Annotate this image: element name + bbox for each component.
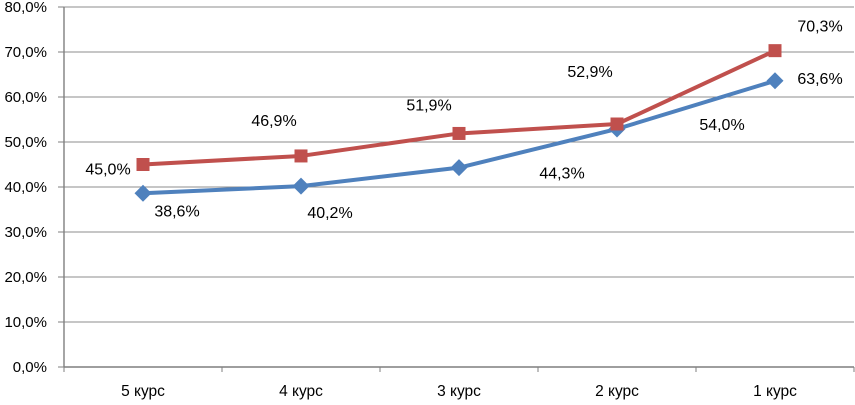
red-square-series-marker [768,44,782,58]
y-tick-label: 0,0% [13,359,47,376]
data-label: 52,9% [567,64,612,81]
x-category-label: 4 курс [279,383,323,400]
data-label: 46,9% [251,113,296,130]
data-label: 70,3% [797,19,842,36]
data-label: 40,2% [307,205,352,222]
y-tick-label: 50,0% [4,134,47,151]
red-square-series-marker [452,126,466,140]
y-tick-label: 70,0% [4,44,47,61]
blue-diamond-series-marker [292,177,310,195]
data-label: 54,0% [699,117,744,134]
y-tick-label: 60,0% [4,89,47,106]
red-square-series-marker [294,149,308,163]
blue-diamond-series-marker [766,72,784,90]
data-label: 45,0% [85,162,130,179]
data-label: 44,3% [539,166,584,183]
x-category-label: 2 курс [595,383,639,400]
y-tick-label: 30,0% [4,224,47,241]
y-tick-label: 40,0% [4,179,47,196]
red-square-series-marker [610,117,624,131]
x-category-label: 1 курс [753,383,797,400]
red-square-series-line [141,48,777,167]
blue-diamond-series: 38,6% 40,2% 44,3% 52,9% 63,6% [134,64,843,222]
data-label: 51,9% [406,97,451,114]
x-category-label: 3 курс [437,383,481,400]
data-label: 63,6% [797,71,842,88]
blue-diamond-series-marker [450,159,468,177]
data-label: 38,6% [154,203,199,220]
red-square-series-marker [136,158,150,171]
x-category-label: 5 курс [121,383,165,400]
y-tick-label: 20,0% [4,269,47,286]
y-tick-label: 10,0% [4,314,47,331]
blue-diamond-series-marker [134,184,152,202]
red-square-series: 45,0% 46,9% 51,9% 54,0% 70,3% [85,19,842,179]
y-tick-label: 80,0% [4,0,47,16]
